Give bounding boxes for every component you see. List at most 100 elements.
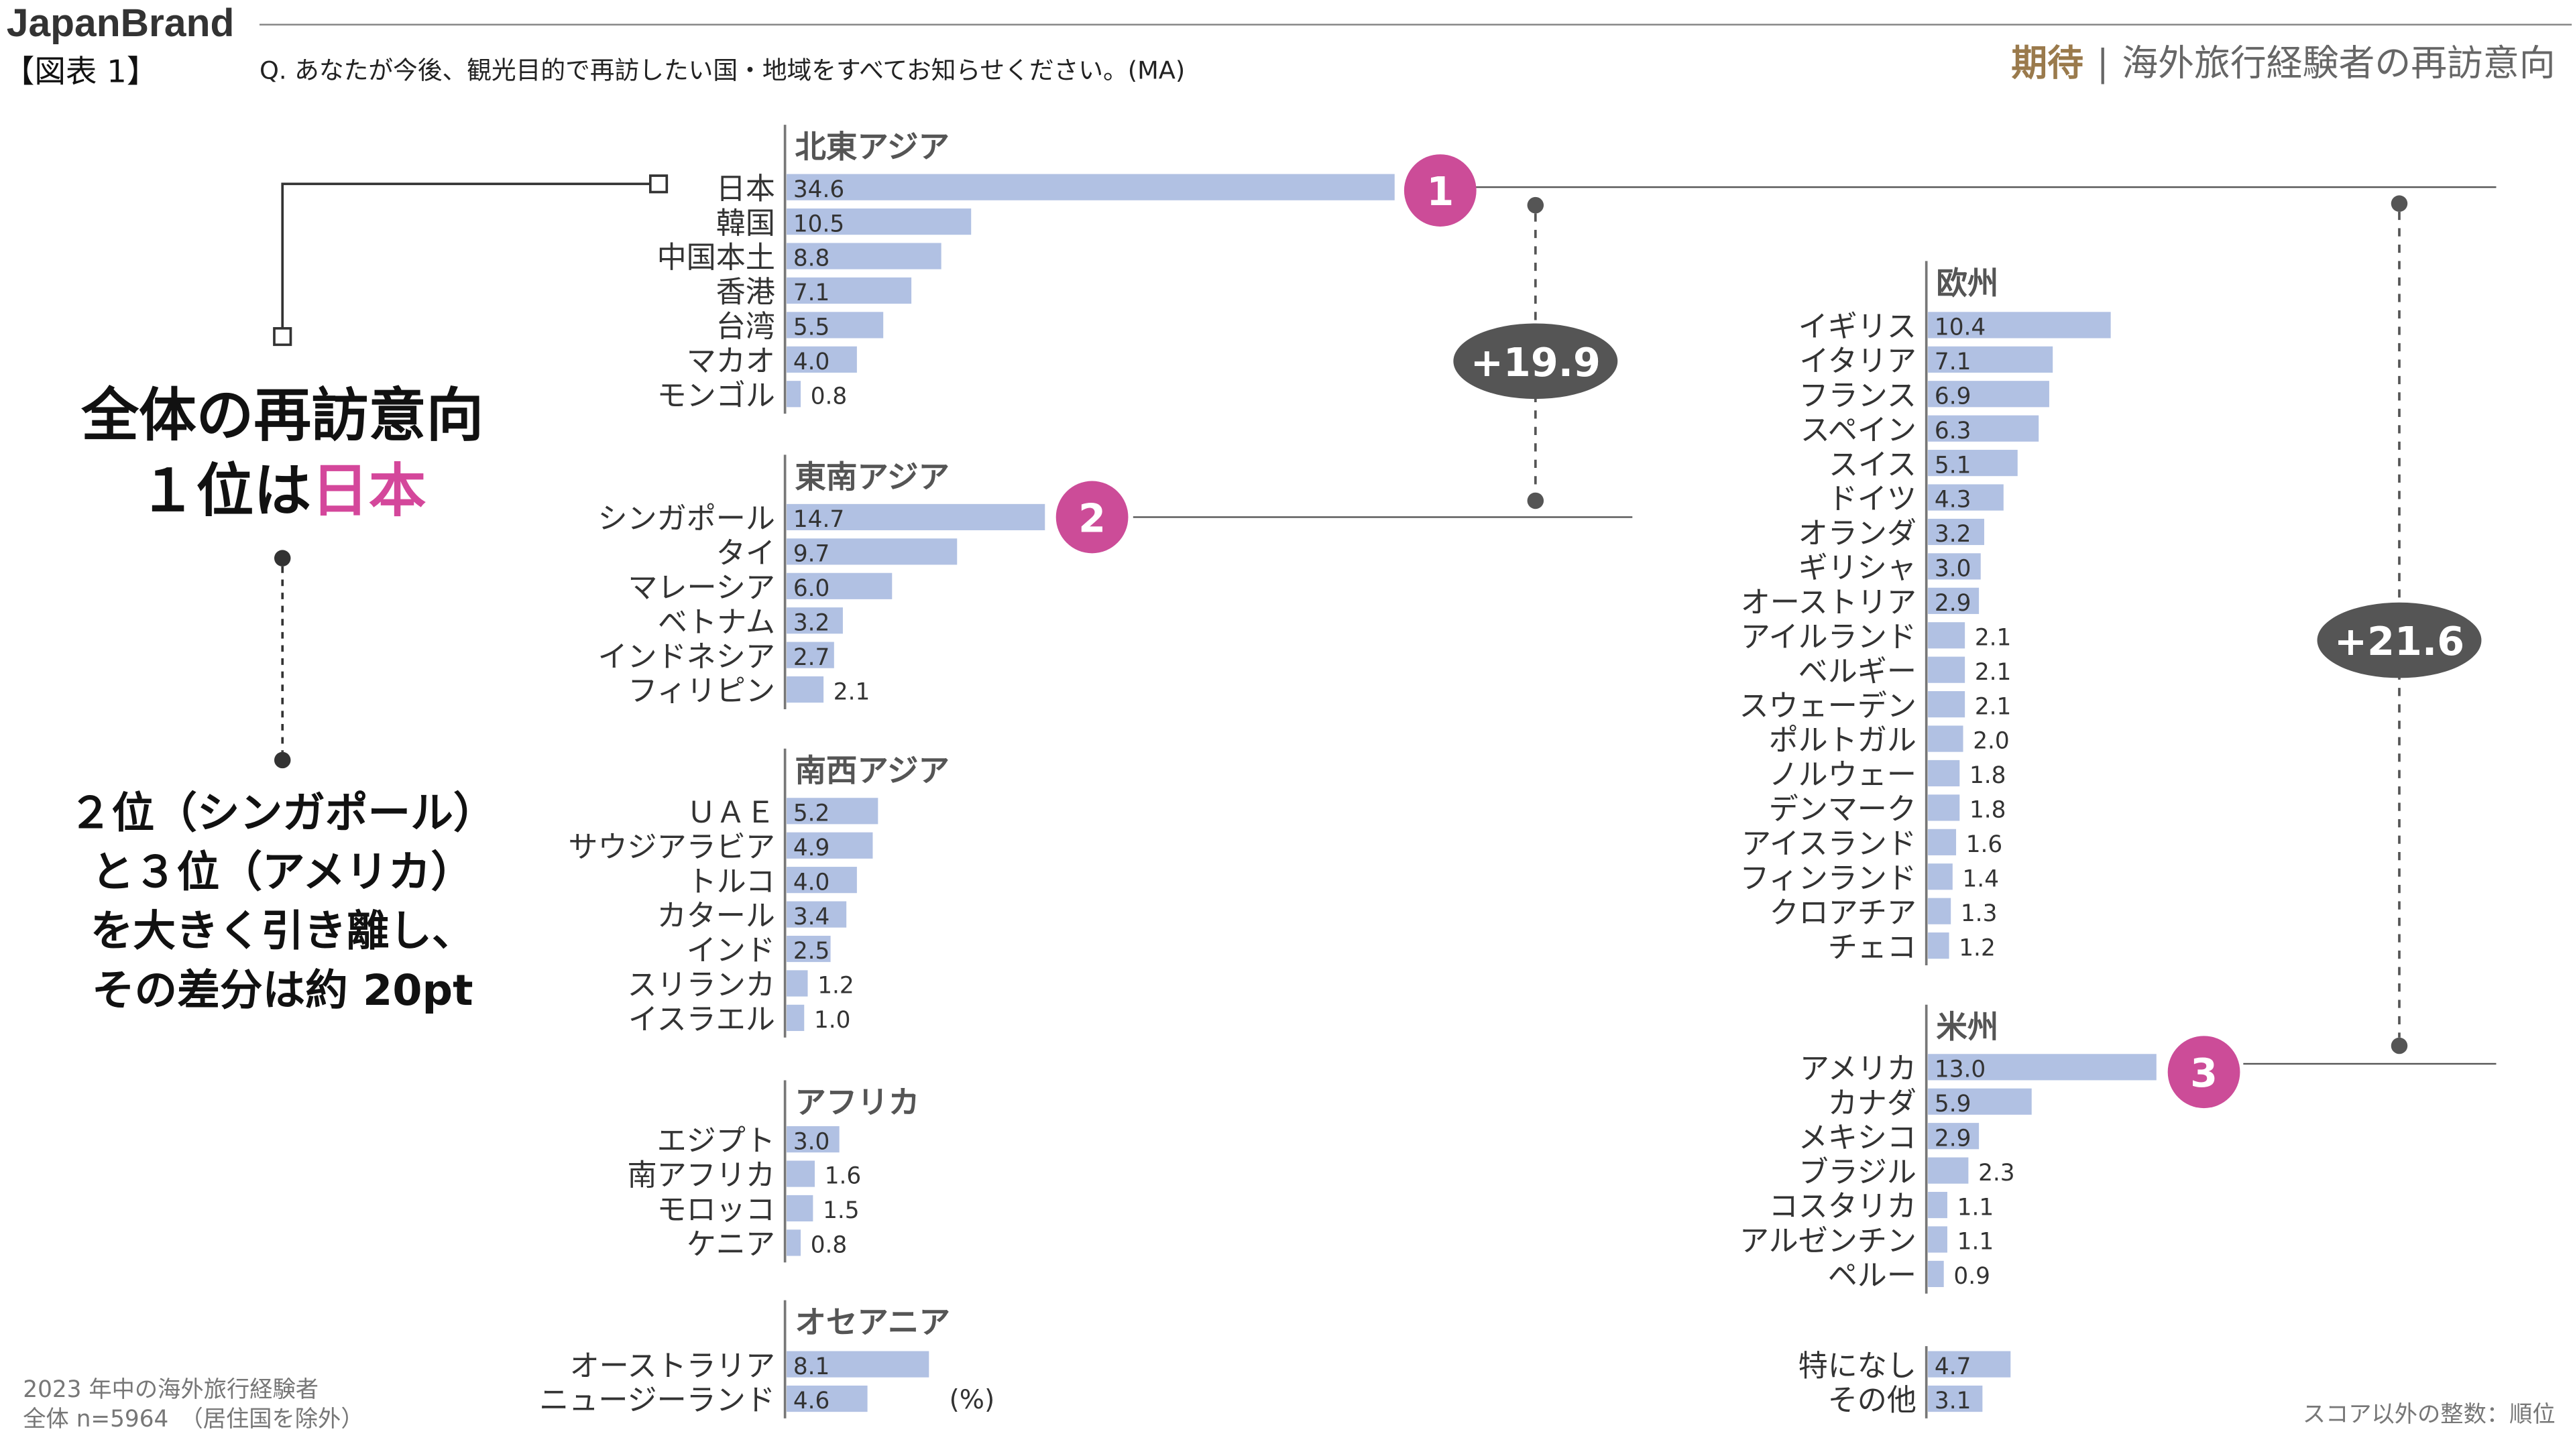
region-title: オセアニア bbox=[795, 1305, 950, 1341]
unit-label: (%) bbox=[950, 1385, 995, 1415]
bar bbox=[1928, 1385, 1983, 1412]
diff-america-value: +21.6 bbox=[2334, 618, 2464, 664]
sample-size: 全体 n=5964 （居住国を除外） bbox=[23, 1406, 363, 1433]
value-label: 4.7 bbox=[1935, 1353, 1971, 1380]
category-label: ニュージーランド bbox=[539, 1384, 775, 1418]
bar bbox=[787, 1160, 815, 1187]
category-label: 南アフリカ bbox=[628, 1158, 775, 1193]
bar bbox=[1928, 1260, 1944, 1288]
bar bbox=[787, 1229, 801, 1256]
category-label: ノルウェー bbox=[1769, 758, 1916, 792]
value-label: 14.7 bbox=[793, 506, 844, 533]
value-label: 3.2 bbox=[793, 609, 830, 636]
bar bbox=[1928, 346, 2053, 373]
value-label: 6.0 bbox=[793, 575, 830, 602]
value-label: 3.0 bbox=[793, 1128, 830, 1155]
bar bbox=[1928, 898, 1951, 924]
diff-america-dot-top bbox=[2391, 195, 2408, 212]
category-label: フランス bbox=[1799, 379, 1916, 413]
bar bbox=[1928, 863, 1953, 890]
bar bbox=[1928, 381, 2049, 408]
bar bbox=[787, 607, 843, 634]
subtitle-accent: 期待 bbox=[2011, 42, 2083, 84]
category-label: ブラジル bbox=[1799, 1155, 1916, 1189]
rank-3-number: 3 bbox=[2190, 1050, 2218, 1096]
value-label: 10.5 bbox=[793, 210, 844, 237]
caption-dot-bottom bbox=[274, 751, 291, 769]
bar bbox=[787, 1004, 805, 1031]
value-label: 2.1 bbox=[1975, 624, 2012, 651]
value-label: 1.6 bbox=[1966, 831, 2003, 858]
caption-line-1: ２位（シンガポール） bbox=[69, 788, 496, 838]
value-label: 1.2 bbox=[1959, 934, 1996, 961]
connector-end-square bbox=[648, 174, 669, 194]
subtitle-text: 海外旅行経験者の再訪意向 bbox=[2122, 42, 2555, 84]
value-label: 5.9 bbox=[1935, 1091, 1971, 1117]
bar bbox=[1928, 1054, 2157, 1081]
category-label: ベトナム bbox=[658, 605, 775, 640]
category-label: ギリシャ bbox=[1798, 551, 1916, 585]
value-label: 2.0 bbox=[1973, 728, 2010, 755]
category-label: アイルランド bbox=[1741, 620, 1916, 654]
value-label: 10.4 bbox=[1935, 314, 1986, 341]
diff-america-badge bbox=[2317, 602, 2482, 678]
value-label: 13.0 bbox=[1935, 1056, 1986, 1083]
bar bbox=[1928, 484, 2004, 511]
category-label: シンガポール bbox=[597, 502, 775, 536]
page-subtitle: 期待 | 海外旅行経験者の再訪意向 bbox=[2011, 42, 2555, 84]
rank-1-badge bbox=[1404, 154, 1477, 227]
category-label: その他 bbox=[1828, 1384, 1916, 1418]
category-label: 中国本土 bbox=[657, 241, 775, 275]
value-label: 1.8 bbox=[1969, 762, 2006, 789]
category-label: カナダ bbox=[1828, 1086, 1916, 1120]
value-label: 2.9 bbox=[1935, 1125, 1971, 1152]
region-title: 北東アジア bbox=[795, 129, 950, 165]
lead-line-1: 全体の再訪意向 bbox=[80, 382, 483, 449]
category-label: オーストラリア bbox=[570, 1349, 775, 1383]
category-label: スイス bbox=[1829, 448, 1916, 482]
category-label: ＵＡＥ bbox=[687, 796, 775, 830]
category-label: デンマーク bbox=[1769, 792, 1916, 827]
category-label: 台湾 bbox=[716, 310, 775, 344]
category-label: モンゴル bbox=[657, 379, 775, 413]
japan-connector bbox=[281, 182, 657, 337]
value-label: 2.1 bbox=[834, 678, 870, 705]
bar bbox=[1928, 553, 1981, 580]
value-label: 4.0 bbox=[793, 349, 830, 375]
category-label: オーストリア bbox=[1741, 585, 1916, 619]
value-label: 0.8 bbox=[811, 1232, 848, 1259]
value-label: 2.5 bbox=[793, 938, 830, 965]
diff-asia-dot-top bbox=[1527, 196, 1544, 214]
category-label: カタール bbox=[657, 899, 775, 933]
diff-america-dot-bottom bbox=[2391, 1037, 2408, 1054]
bar bbox=[1928, 312, 2111, 339]
category-label: インドネシア bbox=[597, 640, 775, 674]
bar bbox=[787, 503, 1045, 531]
category-label: サウジアラビア bbox=[568, 830, 775, 864]
category-label: アメリカ bbox=[1800, 1052, 1916, 1086]
category-label: 香港 bbox=[716, 276, 775, 310]
category-label: オランダ bbox=[1798, 517, 1916, 551]
bar bbox=[1928, 1088, 2032, 1115]
bar bbox=[787, 538, 958, 565]
value-label: 1.8 bbox=[1969, 797, 2006, 824]
region-group: 特になし 4.7 その他 3.1 bbox=[1798, 1346, 2011, 1418]
bar bbox=[1928, 518, 1984, 546]
category-label: ペルー bbox=[1828, 1259, 1916, 1293]
bar bbox=[1928, 725, 1963, 752]
region-title: アフリカ bbox=[795, 1084, 919, 1120]
category-label: イスラエル bbox=[628, 1003, 775, 1037]
value-label: 2.9 bbox=[1935, 590, 1971, 617]
caption-line-3: を大きく引き離し、 bbox=[91, 907, 475, 957]
value-label: 9.7 bbox=[793, 541, 830, 568]
bar bbox=[787, 243, 941, 269]
category-label: 日本 bbox=[716, 172, 775, 206]
bar bbox=[787, 346, 857, 373]
bar bbox=[787, 277, 912, 304]
bar bbox=[1928, 587, 1980, 614]
